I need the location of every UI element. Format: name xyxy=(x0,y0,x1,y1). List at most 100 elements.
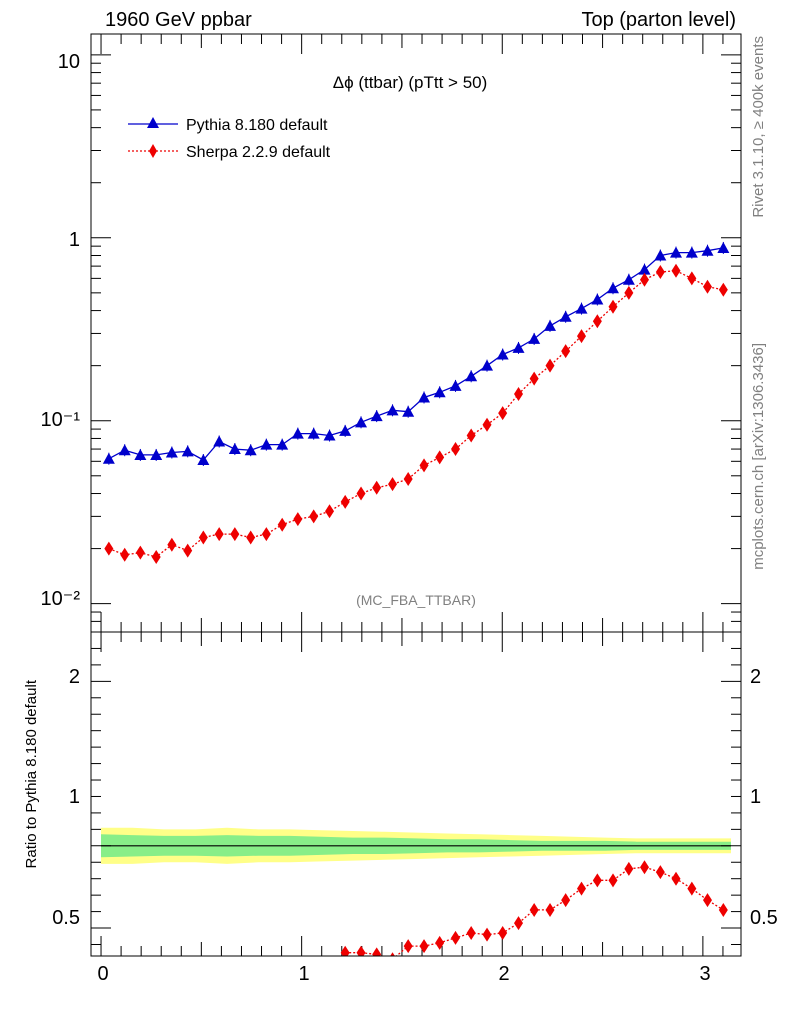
main-axis-ticks xyxy=(91,34,741,633)
ratio-frame xyxy=(90,631,742,957)
ratio-y-tick-labels-right: 2 1 0.5 xyxy=(750,666,778,929)
header-right-title: Top (parton level) xyxy=(581,9,736,31)
sherpa-point xyxy=(309,509,319,524)
pythia-point xyxy=(102,452,115,464)
ratio-sherpa-point xyxy=(687,881,697,896)
sherpa-point xyxy=(419,458,429,473)
x-tick-labels: 0 1 2 3 xyxy=(97,963,710,985)
sherpa-point xyxy=(671,263,681,278)
legend: Pythia 8.180 default Sherpa 2.2.9 defaul… xyxy=(128,117,331,161)
sherpa-point xyxy=(388,477,398,492)
sherpa-point xyxy=(214,527,224,542)
pythia-point xyxy=(465,370,478,382)
pythia-point xyxy=(197,453,210,465)
ratio-uncertainty-band xyxy=(101,827,731,864)
sherpa-point xyxy=(230,527,240,542)
ratio-sherpa-point xyxy=(340,945,350,956)
pythia-point xyxy=(181,445,194,457)
pythia-point xyxy=(559,310,572,322)
ratio-y-tick-label-0-5-right: 0.5 xyxy=(750,907,778,929)
ratio-y-tick-label-2-right: 2 xyxy=(750,666,761,688)
ratio-sherpa-point xyxy=(718,902,728,917)
pythia-point xyxy=(323,429,336,441)
pythia-point xyxy=(701,244,714,256)
legend-marker-pythia xyxy=(147,117,159,128)
sherpa-point xyxy=(356,486,366,501)
pythia-point xyxy=(402,405,415,417)
sherpa-point xyxy=(498,406,508,421)
sherpa-point xyxy=(277,517,287,532)
analysis-tag: (MC_FBA_TTBAR) xyxy=(356,592,476,608)
ratio-y-tick-labels-left: 2 1 0.5 xyxy=(52,666,80,929)
ratio-sherpa-point xyxy=(466,925,476,940)
ratio-axis-ticks xyxy=(91,631,741,956)
legend-entry-pythia: Pythia 8.180 default xyxy=(128,117,328,134)
y-tick-label-0-01: 10⁻² xyxy=(41,588,81,610)
pythia-point xyxy=(386,404,399,416)
pythia-point xyxy=(544,319,557,331)
pythia-point xyxy=(307,427,320,439)
ratio-sherpa-point xyxy=(435,935,445,950)
ratio-sherpa-point xyxy=(592,873,602,888)
pythia-point xyxy=(717,241,730,253)
ratio-sherpa-point xyxy=(529,902,539,917)
ratio-sherpa-point xyxy=(390,952,395,956)
ratio-sherpa-point xyxy=(577,881,587,896)
main-y-tick-labels: 10 1 10⁻¹ 10⁻² xyxy=(41,51,81,610)
sherpa-point xyxy=(702,279,712,294)
x-tick-label-3: 3 xyxy=(699,963,710,985)
ratio-sherpa-point xyxy=(702,893,712,908)
x-tick-label-2: 2 xyxy=(498,963,509,985)
pythia-line xyxy=(108,247,724,461)
pythia-point xyxy=(228,443,241,455)
sherpa-point xyxy=(340,494,350,509)
legend-marker-sherpa xyxy=(149,144,157,158)
ratio-y-tick-label-1-right: 1 xyxy=(750,786,761,808)
sherpa-point xyxy=(151,549,161,564)
pythia-point xyxy=(496,348,509,360)
header-left-title: 1960 GeV ppbar xyxy=(105,9,252,31)
sherpa-point xyxy=(403,472,413,487)
sherpa-point xyxy=(577,329,587,344)
pythia-point xyxy=(685,246,698,258)
sherpa-point xyxy=(592,314,602,329)
legend-entry-sherpa: Sherpa 2.2.9 default xyxy=(128,144,331,161)
pythia-point xyxy=(150,448,163,460)
sherpa-point xyxy=(655,265,665,280)
pythia-point xyxy=(370,410,383,422)
ratio-sherpa-point xyxy=(640,860,650,875)
pythia-point xyxy=(622,273,635,285)
sherpa-line xyxy=(108,270,724,558)
pythia-point xyxy=(607,282,620,294)
ratio-sherpa-point xyxy=(403,939,413,954)
sherpa-point xyxy=(167,537,177,552)
ratio-sherpa-point xyxy=(545,902,555,917)
sherpa-point xyxy=(482,417,492,432)
y-tick-label-0-1: 10⁻¹ xyxy=(41,409,81,431)
rivet-version-label: Rivet 3.1.10, ≥ 400k events xyxy=(750,36,767,218)
ratio-y-axis-label: Ratio to Pythia 8.180 default xyxy=(23,679,40,868)
sherpa-point xyxy=(451,442,461,457)
ratio-sherpa-point xyxy=(451,930,461,945)
sherpa-point xyxy=(608,299,618,314)
pythia-point xyxy=(213,435,226,447)
sherpa-point xyxy=(466,428,476,443)
pythia-point xyxy=(575,302,588,314)
sherpa-point xyxy=(514,386,524,401)
ratio-y-tick-label-0-5: 0.5 xyxy=(52,907,80,929)
pythia-point xyxy=(260,438,273,450)
y-tick-label-1: 1 xyxy=(69,229,80,251)
pythia-point xyxy=(670,246,682,258)
pythia-point xyxy=(481,359,494,371)
pythia-point xyxy=(418,391,431,403)
pythia-point xyxy=(355,416,368,428)
ratio-sherpa-point xyxy=(482,927,492,942)
ratio-sherpa-point xyxy=(671,871,681,886)
ratio-y-tick-label-1: 1 xyxy=(69,786,80,808)
pythia-point xyxy=(449,379,462,391)
sherpa-point xyxy=(198,530,208,545)
sherpa-point xyxy=(545,358,555,373)
sherpa-point xyxy=(718,282,728,297)
legend-label-sherpa: Sherpa 2.2.9 default xyxy=(186,144,331,161)
